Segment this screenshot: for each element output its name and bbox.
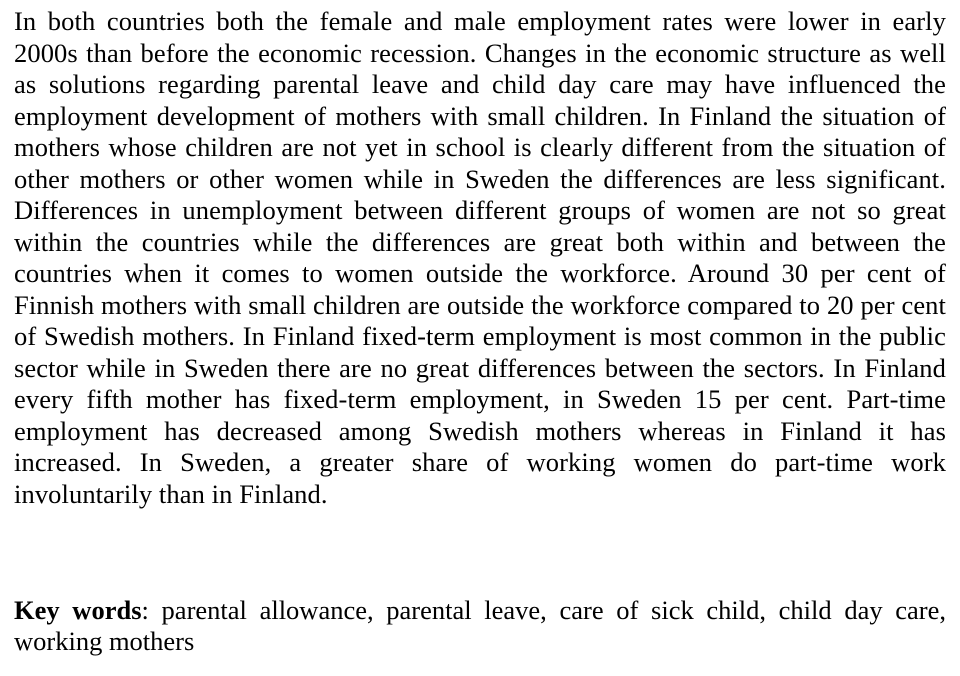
body-paragraph: In both countries both the female and ma…	[14, 6, 946, 511]
keywords-line: Key words: parental allowance, parental …	[14, 595, 946, 658]
keywords-label: Key words	[14, 595, 142, 625]
keywords-value: : parental allowance, parental leave, ca…	[14, 595, 946, 657]
document-page: In both countries both the female and ma…	[0, 0, 960, 668]
